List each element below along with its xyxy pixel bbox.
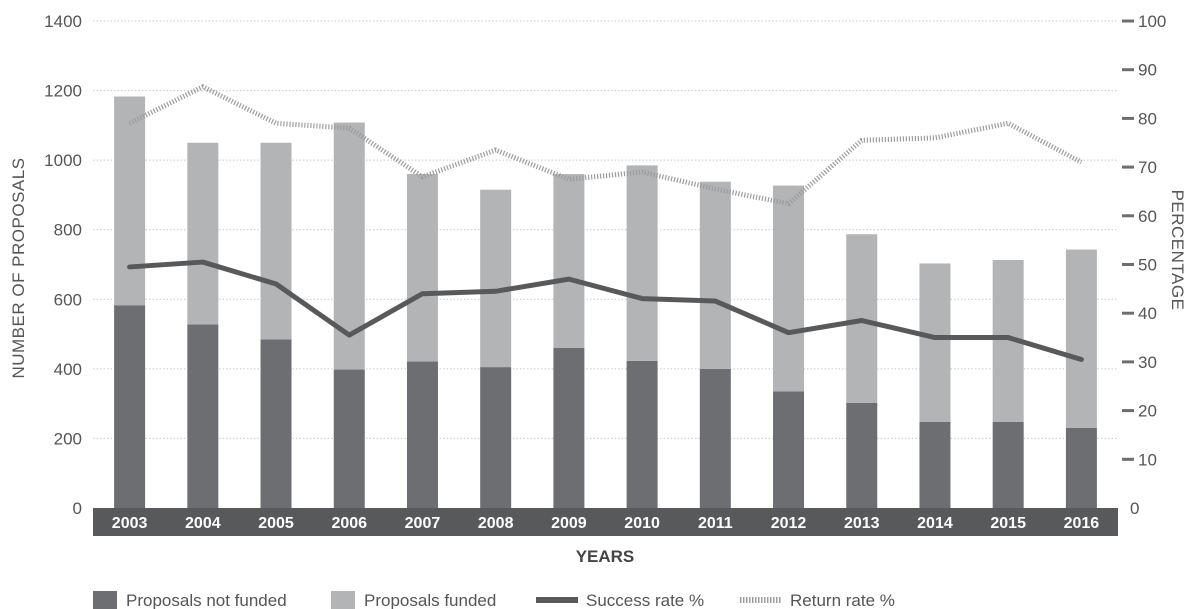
x-tick-label: 2006 — [331, 515, 367, 532]
year-labels: 2003 2004 2005 2006 2007 2008 2009 2010 2011 2012… — [112, 515, 1099, 532]
left-axis-ticks: 0 200 400 600 800 1000 1200 1400 — [44, 12, 82, 518]
bar-funded — [187, 142, 219, 325]
y-tick-label-left: 200 — [54, 429, 82, 448]
y-axis-title-left: NUMBER OF PROPOSALS — [9, 157, 28, 378]
line-series — [127, 84, 1084, 362]
x-tick-label: 2011 — [698, 515, 733, 532]
bar-funded — [919, 263, 951, 422]
bar-funded — [1065, 249, 1097, 428]
legend-label-funded: Proposals funded — [364, 591, 496, 609]
bar-funded — [626, 165, 658, 361]
legend: Proposals not funded Proposals funded Su… — [93, 591, 895, 609]
bar-not-funded — [553, 347, 585, 508]
y-tick-label-left: 0 — [73, 499, 82, 518]
bar-not-funded — [114, 305, 146, 508]
x-tick-label: 2013 — [844, 515, 880, 532]
bar-funded — [260, 142, 292, 340]
bar-not-funded — [260, 339, 292, 508]
y-tick-label-left: 1200 — [44, 82, 82, 101]
y-tick-label-left: 1400 — [44, 12, 82, 31]
bar-funded — [773, 185, 805, 392]
x-tick-label: 2016 — [1064, 515, 1100, 532]
bar-not-funded — [773, 391, 805, 508]
bar-not-funded — [480, 367, 512, 508]
grid-lines — [93, 20, 1118, 439]
y-tick-label-right: 80 — [1138, 109, 1157, 128]
x-tick-label: 2015 — [990, 515, 1026, 532]
bar-not-funded — [919, 421, 951, 508]
y-tick-label-left: 1000 — [44, 151, 82, 170]
legend-swatch-success-rate — [536, 597, 578, 603]
y-tick-label-left: 600 — [54, 290, 82, 309]
year-band — [93, 508, 1118, 536]
y-axis-title-right: PERCENTAGE — [1168, 190, 1187, 311]
y-tick-label-right: 70 — [1138, 158, 1157, 177]
bar-funded — [553, 174, 585, 348]
bar-not-funded — [333, 369, 365, 508]
bar-not-funded — [846, 402, 878, 508]
bar-not-funded — [1065, 427, 1097, 508]
x-tick-label: 2012 — [771, 515, 807, 532]
y-tick-label-right: 60 — [1138, 207, 1157, 226]
bar-funded — [699, 181, 731, 369]
bar-not-funded — [406, 361, 438, 508]
y-tick-label-right: 20 — [1138, 402, 1157, 421]
legend-swatch-not-funded — [93, 591, 117, 609]
y-tick-label-left: 800 — [54, 221, 82, 240]
y-tick-label-right: 90 — [1138, 61, 1157, 80]
x-axis-title: YEARS — [576, 547, 635, 566]
x-tick-label: 2005 — [258, 515, 294, 532]
bar-not-funded — [699, 368, 731, 508]
y-tick-label-right: 10 — [1138, 450, 1157, 469]
x-tick-label: 2014 — [917, 515, 953, 532]
success-rate-line — [127, 259, 1084, 362]
bar-funded — [480, 189, 512, 368]
legend-label-return-rate: Return rate % — [790, 591, 895, 609]
y-tick-label-left: 400 — [54, 360, 82, 379]
x-tick-label: 2009 — [551, 515, 587, 532]
y-tick-label-right: 50 — [1138, 256, 1157, 275]
bar-not-funded — [992, 421, 1024, 508]
y-tick-label-right: 40 — [1138, 304, 1157, 323]
legend-label-not-funded: Proposals not funded — [126, 591, 287, 609]
x-tick-label: 2010 — [624, 515, 660, 532]
bar-funded — [406, 174, 438, 362]
x-tick-label: 2007 — [405, 515, 441, 532]
bar-not-funded — [626, 360, 658, 508]
y-tick-label-right: 0 — [1130, 499, 1139, 518]
x-tick-label: 2008 — [478, 515, 514, 532]
x-tick-label: 2003 — [112, 515, 148, 532]
y-tick-label-right: 100 — [1138, 12, 1166, 31]
bar-not-funded — [187, 324, 219, 508]
y-tick-label-right: 30 — [1138, 353, 1157, 372]
right-axis-ticks: 0 10 20 30 40 50 60 70 80 90 100 — [1122, 12, 1166, 518]
bar-funded — [114, 96, 146, 306]
legend-swatch-funded — [331, 591, 355, 609]
x-tick-label: 2004 — [185, 515, 221, 532]
legend-label-success-rate: Success rate % — [586, 591, 704, 609]
bar-series — [114, 96, 1097, 508]
